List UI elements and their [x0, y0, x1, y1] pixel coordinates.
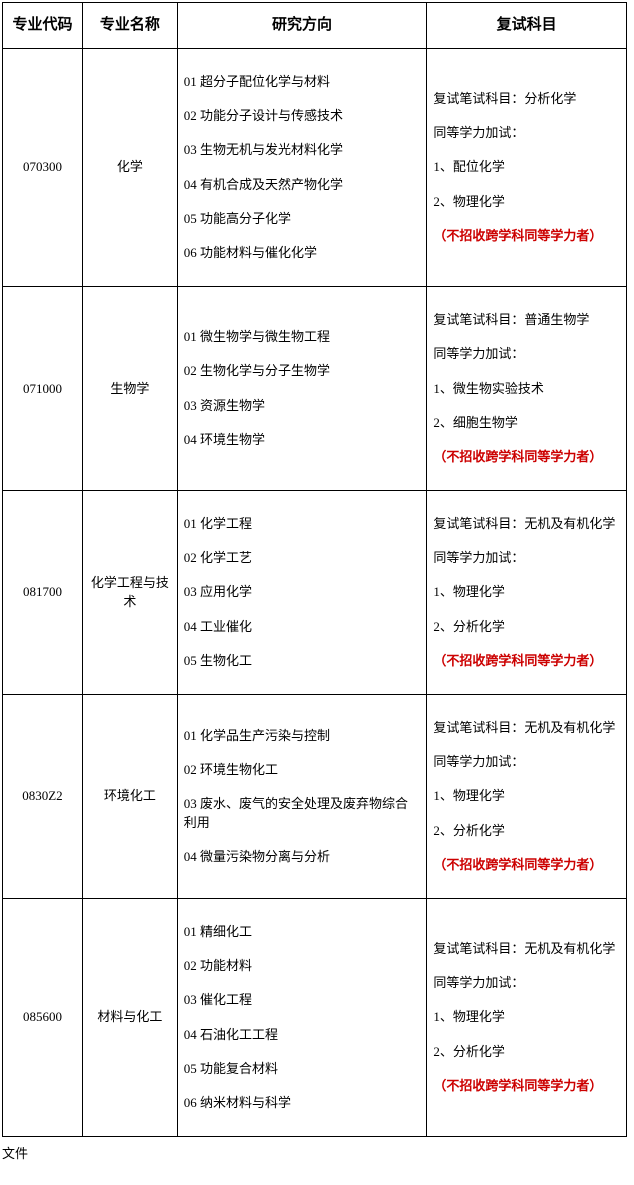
fushi-written: 复试笔试科目：无机及有机化学 — [433, 515, 620, 533]
fushi-equiv-title: 同等学力加试： — [433, 345, 620, 363]
fushi-equiv-item: 1、微生物实验技术 — [433, 380, 620, 398]
direction-item: 04 微量污染物分离与分析 — [184, 848, 421, 866]
cell-fushi: 复试笔试科目：分析化学同等学力加试： 1、配位化学 2、物理化学 （不招收跨学科同等学… — [427, 49, 627, 287]
fushi-note: （不招收跨学科同等学力者） — [433, 448, 620, 466]
direction-item: 01 微生物学与微生物工程 — [184, 328, 421, 346]
header-name: 专业名称 — [82, 3, 177, 49]
fushi-equiv-item: 2、分析化学 — [433, 1043, 620, 1061]
cell-name: 化学 — [82, 49, 177, 287]
fushi-equiv-title: 同等学力加试： — [433, 974, 620, 992]
fushi-written: 复试笔试科目：无机及有机化学 — [433, 719, 620, 737]
direction-item: 04 环境生物学 — [184, 431, 421, 449]
cell-code: 071000 — [3, 287, 83, 491]
direction-item: 03 生物无机与发光材料化学 — [184, 141, 421, 159]
direction-item: 02 环境生物化工 — [184, 761, 421, 779]
cell-fushi: 复试笔试科目：无机及有机化学同等学力加试： 1、物理化学 2、分析化学 （不招收跨学科… — [427, 898, 627, 1136]
direction-item: 04 工业催化 — [184, 618, 421, 636]
direction-item: 02 生物化学与分子生物学 — [184, 362, 421, 380]
cell-directions: 01 微生物学与微生物工程 02 生物化学与分子生物学 03 资源生物学 04 环境生… — [177, 287, 427, 491]
cell-code: 0830Z2 — [3, 695, 83, 899]
fushi-equiv-item: 2、物理化学 — [433, 193, 620, 211]
fushi-equiv-title: 同等学力加试： — [433, 124, 620, 142]
major-table: 专业代码 专业名称 研究方向 复试科目 070300化学01 超分子配位化学与材… — [2, 2, 627, 1137]
direction-item: 03 应用化学 — [184, 583, 421, 601]
direction-item: 01 化学工程 — [184, 515, 421, 533]
footer-fragment: 文件 — [0, 1139, 634, 1162]
fushi-written: 复试笔试科目：分析化学 — [433, 90, 620, 108]
fushi-written: 复试笔试科目：普通生物学 — [433, 311, 620, 329]
direction-item: 05 生物化工 — [184, 652, 421, 670]
table-row: 0830Z2环境化工 01 化学品生产污染与控制 02 环境生物化工 03 废水、废气… — [3, 695, 627, 899]
cell-directions: 01 化学品生产污染与控制 02 环境生物化工 03 废水、废气的安全处理及废弃物综… — [177, 695, 427, 899]
cell-name: 材料与化工 — [82, 898, 177, 1136]
header-code: 专业代码 — [3, 3, 83, 49]
direction-item: 03 废水、废气的安全处理及废弃物综合利用 — [184, 795, 421, 831]
fushi-note: （不招收跨学科同等学力者） — [433, 227, 620, 245]
fushi-equiv-item: 1、物理化学 — [433, 787, 620, 805]
direction-item: 05 功能复合材料 — [184, 1060, 421, 1078]
table-row: 070300化学 01 超分子配位化学与材料 02 功能分子设计与传感技术 03 生物… — [3, 49, 627, 287]
fushi-equiv-item: 2、分析化学 — [433, 822, 620, 840]
cell-directions: 01 精细化工 02 功能材料 03 催化工程 04 石油化工工程 05 功能复合材料 0… — [177, 898, 427, 1136]
cell-code: 085600 — [3, 898, 83, 1136]
direction-item: 02 功能材料 — [184, 957, 421, 975]
fushi-equiv-item: 1、物理化学 — [433, 583, 620, 601]
direction-item: 03 资源生物学 — [184, 397, 421, 415]
cell-name: 生物学 — [82, 287, 177, 491]
direction-item: 04 石油化工工程 — [184, 1026, 421, 1044]
table-row: 071000生物学 01 微生物学与微生物工程 02 生物化学与分子生物学 03 资源… — [3, 287, 627, 491]
cell-fushi: 复试笔试科目：无机及有机化学同等学力加试： 1、物理化学 2、分析化学 （不招收跨学科… — [427, 695, 627, 899]
direction-item: 06 纳米材料与科学 — [184, 1094, 421, 1112]
direction-item: 01 精细化工 — [184, 923, 421, 941]
direction-item: 02 功能分子设计与传感技术 — [184, 107, 421, 125]
fushi-note: （不招收跨学科同等学力者） — [433, 1077, 620, 1095]
direction-item: 02 化学工艺 — [184, 549, 421, 567]
header-row: 专业代码 专业名称 研究方向 复试科目 — [3, 3, 627, 49]
cell-code: 081700 — [3, 491, 83, 695]
cell-fushi: 复试笔试科目：普通生物学同等学力加试： 1、微生物实验技术 2、细胞生物学 （不招收跨… — [427, 287, 627, 491]
cell-fushi: 复试笔试科目：无机及有机化学同等学力加试： 1、物理化学 2、分析化学 （不招收跨学科… — [427, 491, 627, 695]
header-direction: 研究方向 — [177, 3, 427, 49]
direction-item: 05 功能高分子化学 — [184, 210, 421, 228]
cell-directions: 01 超分子配位化学与材料 02 功能分子设计与传感技术 03 生物无机与发光材料化… — [177, 49, 427, 287]
cell-name: 环境化工 — [82, 695, 177, 899]
fushi-equiv-item: 2、细胞生物学 — [433, 414, 620, 432]
header-fushi: 复试科目 — [427, 3, 627, 49]
fushi-note: （不招收跨学科同等学力者） — [433, 652, 620, 670]
fushi-equiv-title: 同等学力加试： — [433, 549, 620, 567]
cell-code: 070300 — [3, 49, 83, 287]
cell-name: 化学工程与技术 — [82, 491, 177, 695]
table-row: 085600材料与化工 01 精细化工 02 功能材料 03 催化工程 04 石油化工工… — [3, 898, 627, 1136]
fushi-written: 复试笔试科目：无机及有机化学 — [433, 940, 620, 958]
direction-item: 01 超分子配位化学与材料 — [184, 73, 421, 91]
direction-item: 06 功能材料与催化化学 — [184, 244, 421, 262]
direction-item: 01 化学品生产污染与控制 — [184, 727, 421, 745]
fushi-equiv-title: 同等学力加试： — [433, 753, 620, 771]
fushi-equiv-item: 1、物理化学 — [433, 1008, 620, 1026]
cell-directions: 01 化学工程 02 化学工艺 03 应用化学 04 工业催化 05 生物化工 — [177, 491, 427, 695]
fushi-equiv-item: 1、配位化学 — [433, 158, 620, 176]
direction-item: 03 催化工程 — [184, 991, 421, 1009]
fushi-note: （不招收跨学科同等学力者） — [433, 856, 620, 874]
table-row: 081700化学工程与技术 01 化学工程 02 化学工艺 03 应用化学 04 工业催… — [3, 491, 627, 695]
fushi-equiv-item: 2、分析化学 — [433, 618, 620, 636]
direction-item: 04 有机合成及天然产物化学 — [184, 176, 421, 194]
